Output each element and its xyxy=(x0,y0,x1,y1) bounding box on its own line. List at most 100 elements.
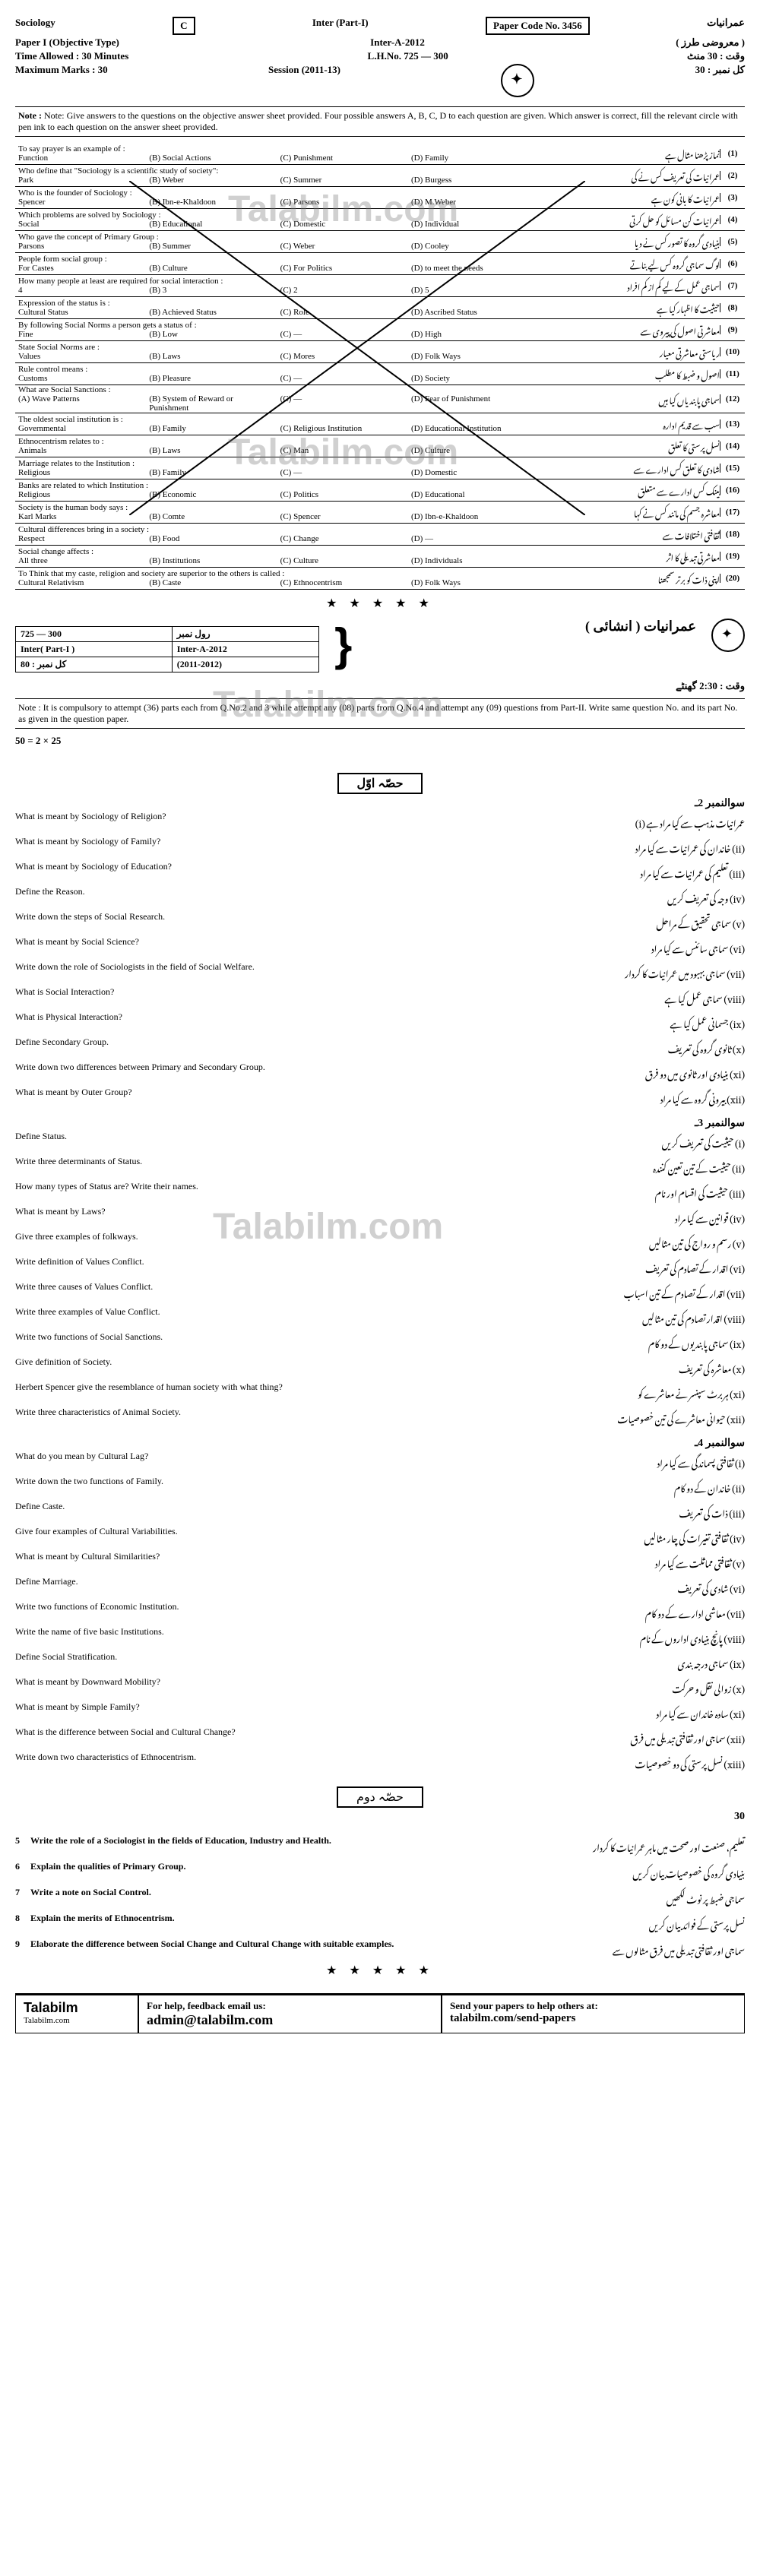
session: Session (2011-13) xyxy=(268,64,340,100)
short-question-row: Write three characteristics of Animal So… xyxy=(15,1406,745,1431)
section-b-header-block: 725 — 300 رول نمبر Inter( Part-I ) Inter… xyxy=(15,619,745,680)
page-footer: Talabilm Talabilm.com For help, feedback… xyxy=(15,1993,745,2033)
question-en: What is meant by Laws? xyxy=(15,1206,471,1229)
footer-help-cell: For help, feedback email us: admin@talab… xyxy=(138,1995,442,2033)
mcq-option: (D) Ibn-e-Khaldoon xyxy=(411,512,519,521)
short-question-row: What is Social Interaction?(viii) سماجی … xyxy=(15,986,745,1011)
mcq-question-en: Banks are related to which Institution :… xyxy=(15,481,519,499)
mcq-option: (C) Politics xyxy=(280,490,388,499)
short-question-row: Write down the role of Sociologists in t… xyxy=(15,960,745,986)
question-ur: (xiii) نسل پرستی کی دو خصوصیات xyxy=(471,1752,745,1774)
mcq-row: Banks are related to which Institution :… xyxy=(15,479,745,502)
mcq-section: Talabilm.com Talabilm.com To say prayer … xyxy=(15,143,745,590)
short-question-row: Herbert Spencer give the resemblance of … xyxy=(15,1381,745,1406)
info-session: (2011-2012) xyxy=(172,657,318,672)
mcq-option: Fine xyxy=(18,330,126,339)
question-ur: (v) رسم و رواج کی تین مثالیں xyxy=(471,1231,745,1254)
mcq-option: (B) Achieved Status xyxy=(149,308,257,317)
question-en: What is the difference between Social an… xyxy=(15,1726,471,1749)
question-ur: عمرانیات مذہب سے کیا مراد ہے (i) xyxy=(471,811,745,834)
mcq-question-en: People form social group :For Castes(B) … xyxy=(15,255,519,273)
mcq-number: (18) xyxy=(720,530,745,539)
mcq-options: Values(B) Laws(C) Mores(D) Folk Ways xyxy=(18,352,519,361)
mcq-question-ur: سماجی پابندیاں کیا ہیں xyxy=(519,388,720,410)
short-question-row: What is meant by Simple Family?(xi) سادہ… xyxy=(15,1701,745,1726)
mcq-option: Religious xyxy=(18,490,126,499)
mcq-option: (D) to meet the needs xyxy=(411,264,519,273)
mcq-question-ur: اپنی ذات کو برتر سمجھنا xyxy=(519,568,720,589)
question-ur: (vi) سماجی سائنس سے کیا مراد xyxy=(471,936,745,959)
q4-list: What do you mean by Cultural Lag?(i) ثقا… xyxy=(15,1450,745,1776)
roll-no: L.H.No. 725 — 300 xyxy=(368,50,448,62)
mcq-number: (4) xyxy=(720,215,745,224)
mcq-options: Social(B) Educational(C) Domestic(D) Ind… xyxy=(18,220,519,229)
long-q-en: Write a note on Social Control. xyxy=(30,1887,477,1910)
mcq-row: Ethnocentrism relates to :Animals(B) Law… xyxy=(15,435,745,457)
short-question-row: Give four examples of Cultural Variabili… xyxy=(15,1525,745,1550)
question-ur: (viii) سماجی عمل کیا ہے xyxy=(471,986,745,1009)
mcq-question-ur: عمرانیات کی تعریف کس نے کی xyxy=(519,165,720,186)
footer-send-url: talabilm.com/send-papers xyxy=(450,2012,736,2025)
short-question-row: Give definition of Society.(x) معاشرہ کی… xyxy=(15,1356,745,1381)
mcq-option: (C) — xyxy=(280,374,388,383)
question-ur: (ii) حیثیت کے تین تعین کنندہ xyxy=(471,1156,745,1179)
q3-label: سوالنمبر 3ـ xyxy=(15,1117,745,1130)
mcq-question-en: By following Social Norms a person gets … xyxy=(15,321,519,339)
mcq-question-ur: اصول و ضبط کا مطلب xyxy=(519,363,720,385)
mcq-question-ur: سماجی عمل کے لیے کم از کم افراد xyxy=(519,275,720,296)
question-en: Give four examples of Cultural Variabili… xyxy=(15,1526,471,1549)
mcq-option: (C) Weber xyxy=(280,242,388,251)
mcq-number: (2) xyxy=(720,171,745,180)
mcq-question-ur: نماز پڑھنا مثال ہے xyxy=(519,143,720,164)
question-en: Define Secondary Group. xyxy=(15,1036,471,1059)
mcq-option: (B) Family xyxy=(149,468,257,477)
mcq-question-ur: معاشرتی اصول کی پیروی سے xyxy=(519,319,720,340)
mcq-option: (C) 2 xyxy=(280,286,388,295)
mcq-option: (C) Culture xyxy=(280,556,388,565)
question-en: Write down the two functions of Family. xyxy=(15,1476,471,1498)
long-q-num: 6 xyxy=(15,1861,30,1884)
short-question-row: What is meant by Sociology of Religion?ع… xyxy=(15,810,745,835)
footer-email: admin@talabilm.com xyxy=(147,2012,433,2028)
mcq-question-en: Who is the founder of Sociology :Spencer… xyxy=(15,188,519,207)
short-question-row: Write down the steps of Social Research.… xyxy=(15,910,745,935)
mcq-option: Religious xyxy=(18,468,126,477)
star-divider-2: ★ ★ ★ ★ ★ xyxy=(15,1963,745,1978)
mcq-number: (16) xyxy=(720,486,745,495)
mcq-number: (5) xyxy=(720,237,745,246)
mcq-row: People form social group :For Castes(B) … xyxy=(15,253,745,275)
question-en: Define Marriage. xyxy=(15,1576,471,1599)
mcq-option: Park xyxy=(18,176,126,185)
max-marks: Maximum Marks : 30 xyxy=(15,64,108,100)
short-question-row: What is meant by Cultural Similarities?(… xyxy=(15,1550,745,1575)
question-ur: (viii) پانچ بنیادی اداروں کے نام xyxy=(471,1626,745,1649)
mcq-row: Who gave the concept of Primary Group :P… xyxy=(15,231,745,253)
mark-scheme: 50 = 2 × 25 xyxy=(15,735,745,747)
mcq-option: (C) Religious Institution xyxy=(280,424,388,433)
mcq-question-en: Ethnocentrism relates to :Animals(B) Law… xyxy=(15,437,519,455)
inter-part: Inter (Part-I) xyxy=(312,17,369,35)
mcq-question-ur: ثقافتی اختلافات سے xyxy=(519,524,720,545)
mcq-options: 4(B) 3(C) 2(D) 5 xyxy=(18,286,519,295)
mcq-option: (D) Educational Institution xyxy=(411,424,519,433)
mcq-question-en: Cultural differences bring in a society … xyxy=(15,525,519,543)
short-question-row: How many types of Status are? Write thei… xyxy=(15,1180,745,1205)
mcq-option: Social xyxy=(18,220,126,229)
short-question-row: Write down two differences between Prima… xyxy=(15,1061,745,1086)
mcq-option: (B) Summer xyxy=(149,242,257,251)
question-ur: (i) ثقافتی پسماندگی سے کیا مراد xyxy=(471,1451,745,1473)
mcq-option: (B) Laws xyxy=(149,446,257,455)
mcq-option: (C) Domestic xyxy=(280,220,388,229)
urdu-subject: عمرانیات xyxy=(707,17,745,35)
mcq-question-ur: ریاستی معاشرتی معیار xyxy=(519,341,720,362)
mcq-option: (D) Culture xyxy=(411,446,519,455)
mcq-option: (B) Culture xyxy=(149,264,257,273)
q2-label: سوالنمبر 2ـ xyxy=(15,797,745,810)
question-ur: (x) زوالی نقل و حرکت xyxy=(471,1676,745,1699)
question-en: What is meant by Social Science? xyxy=(15,936,471,959)
footer-brand: Talabilm xyxy=(24,2000,130,2016)
short-question-row: Write down two characteristics of Ethnoc… xyxy=(15,1751,745,1776)
mcq-option: Values xyxy=(18,352,126,361)
part-2-label-box: حصّہ دوم xyxy=(337,1786,423,1808)
urdu-marks: کل نمبر : 30 xyxy=(695,64,745,100)
